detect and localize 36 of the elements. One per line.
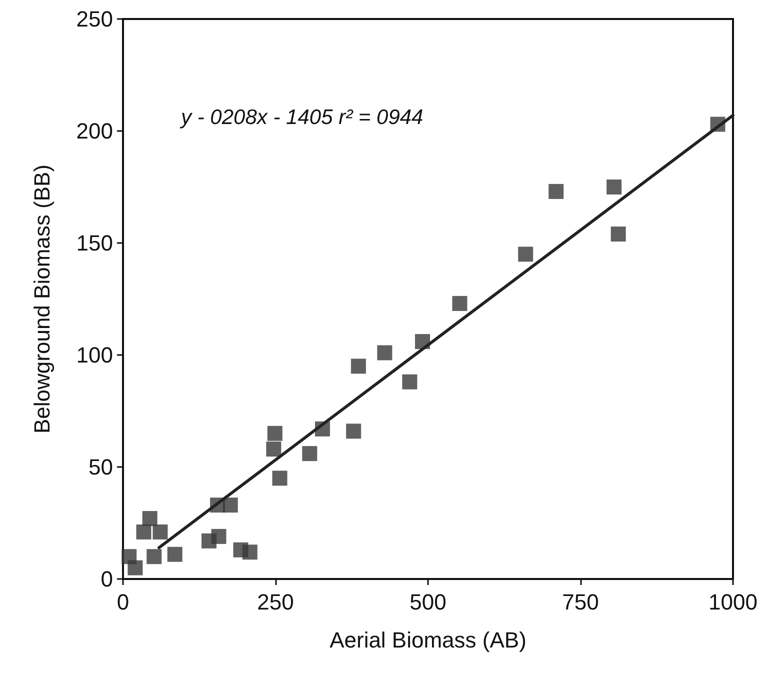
point	[167, 546, 182, 562]
point	[242, 544, 258, 560]
point	[452, 296, 468, 311]
point	[518, 246, 534, 262]
point	[302, 446, 318, 462]
point	[211, 528, 226, 544]
point	[377, 345, 392, 360]
point	[402, 374, 418, 390]
point	[346, 424, 362, 439]
y-tick-label: 250	[76, 6, 113, 32]
point	[610, 226, 626, 242]
x-tick-label: 0	[116, 590, 130, 614]
point	[152, 524, 168, 540]
point	[142, 511, 158, 526]
y-tick-label: 150	[76, 230, 113, 256]
y-tick-label: 100	[76, 342, 113, 368]
point	[350, 358, 366, 374]
x-tick-label: 250	[257, 590, 294, 614]
y-tick-label: 50	[88, 454, 113, 480]
x-tick-label: 1000	[708, 590, 758, 614]
point	[548, 184, 564, 199]
point	[146, 549, 162, 564]
point	[606, 180, 622, 194]
point	[128, 560, 143, 576]
x-tick-label: 500	[410, 590, 446, 614]
point	[136, 524, 152, 540]
x-axis-title: Aerial Biomass (AB)	[330, 628, 526, 652]
point	[222, 498, 238, 513]
x-tick-label: 750	[562, 590, 599, 614]
point	[267, 426, 282, 441]
point	[266, 442, 282, 457]
y-axis-title: Belowground Biomass (BB)	[30, 164, 54, 434]
y-tick-label: 200	[76, 118, 113, 144]
annotation: y - 0208x - 1405 r² = 0944	[179, 106, 424, 129]
point	[272, 470, 288, 486]
y-tick-label: 0	[100, 566, 113, 592]
